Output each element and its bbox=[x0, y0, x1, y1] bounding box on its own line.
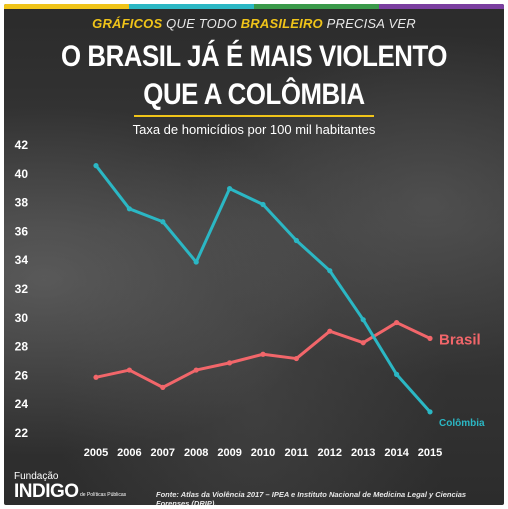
data-point-colombia bbox=[227, 186, 233, 192]
series-label-colombia: Colômbia bbox=[439, 418, 485, 429]
data-point-brasil bbox=[160, 384, 166, 390]
y-tick-label: 30 bbox=[15, 311, 29, 325]
y-tick-label: 22 bbox=[15, 426, 29, 440]
x-tick-label: 2007 bbox=[151, 447, 175, 459]
logo-line1: Fundação bbox=[14, 471, 59, 482]
y-tick-label: 28 bbox=[15, 340, 29, 354]
data-point-colombia bbox=[394, 371, 400, 377]
data-point-colombia bbox=[260, 201, 266, 208]
y-tick-label: 26 bbox=[15, 368, 29, 382]
data-point-brasil bbox=[193, 367, 199, 373]
y-tick-label: 36 bbox=[15, 224, 29, 238]
title-underline bbox=[134, 115, 374, 117]
top-bar-segment-purple bbox=[379, 4, 504, 9]
data-point-brasil bbox=[360, 340, 366, 346]
y-tick-label: 38 bbox=[15, 196, 29, 210]
data-point-colombia bbox=[360, 317, 366, 323]
top-color-bar bbox=[4, 4, 504, 9]
y-tick-label: 34 bbox=[15, 253, 29, 267]
data-point-brasil bbox=[427, 335, 433, 341]
x-tick-label: 2015 bbox=[418, 447, 442, 459]
data-point-colombia bbox=[427, 409, 433, 415]
series-label-brasil: Brasil bbox=[439, 331, 481, 348]
y-tick-label: 40 bbox=[15, 167, 29, 181]
top-bar-segment-yellow bbox=[4, 4, 129, 9]
chart-subtitle: Taxa de homicídios por 100 mil habitante… bbox=[132, 122, 376, 137]
data-point-colombia bbox=[160, 219, 166, 225]
headline-line2: QUE A COLÔMBIA bbox=[143, 78, 365, 111]
y-tick-label: 32 bbox=[15, 282, 29, 296]
x-tick-label: 2005 bbox=[84, 447, 108, 459]
homicide-rate-line-chart: 22 24 26 28 30 32 34 36 38 40 42 2005 2006 2007 2008 20… bbox=[15, 138, 485, 459]
data-point-colombia bbox=[126, 206, 132, 212]
x-tick-label: 2012 bbox=[318, 447, 342, 459]
y-tick-label: 24 bbox=[15, 397, 29, 411]
data-point-brasil bbox=[394, 319, 400, 326]
x-tick-label: 2006 bbox=[117, 447, 141, 459]
data-point-colombia bbox=[93, 163, 99, 169]
kicker-part4: PRECISA VER bbox=[322, 16, 416, 31]
data-point-brasil bbox=[126, 367, 132, 373]
data-point-brasil bbox=[327, 328, 333, 334]
top-bar-segment-teal bbox=[129, 4, 254, 9]
x-tick-label: 2011 bbox=[284, 447, 308, 459]
x-tick-label: 2008 bbox=[184, 447, 208, 459]
x-tick-label: 2014 bbox=[384, 447, 409, 459]
data-point-brasil bbox=[293, 355, 299, 362]
kicker-part3: BRASILEIRO bbox=[240, 16, 323, 31]
kicker-part2: QUE TODO bbox=[162, 16, 241, 31]
x-tick-label: 2010 bbox=[251, 447, 275, 459]
fundacao-indigo-logo: Fundação INDIGO de Políticas Públicas bbox=[14, 471, 126, 502]
headline-line1: O BRASIL JÁ É MAIS VIOLENTO bbox=[61, 40, 447, 73]
data-point-brasil bbox=[227, 360, 233, 366]
data-point-colombia bbox=[193, 259, 199, 265]
logo-line3: de Políticas Públicas bbox=[80, 492, 127, 498]
x-tick-label: 2013 bbox=[351, 447, 375, 459]
data-point-brasil bbox=[93, 374, 99, 380]
series-kicker: GRÁFICOS QUE TODO BRASILEIRO PRECISA VER bbox=[4, 16, 504, 31]
kicker-part1: GRÁFICOS bbox=[92, 16, 163, 31]
data-point-colombia bbox=[293, 237, 299, 244]
logo-line2: INDIGO bbox=[14, 481, 79, 502]
data-point-colombia bbox=[327, 268, 333, 274]
data-point-brasil bbox=[260, 351, 266, 357]
infographic-card: GRÁFICOS QUE TODO BRASILEIRO PRECISA VER… bbox=[4, 4, 504, 505]
top-bar-segment-green bbox=[254, 4, 379, 9]
y-tick-label: 42 bbox=[15, 138, 29, 152]
x-tick-label: 2009 bbox=[217, 447, 241, 459]
source-note: Fonte: Atlas da Violência 2017 – IPEA e … bbox=[156, 490, 467, 505]
